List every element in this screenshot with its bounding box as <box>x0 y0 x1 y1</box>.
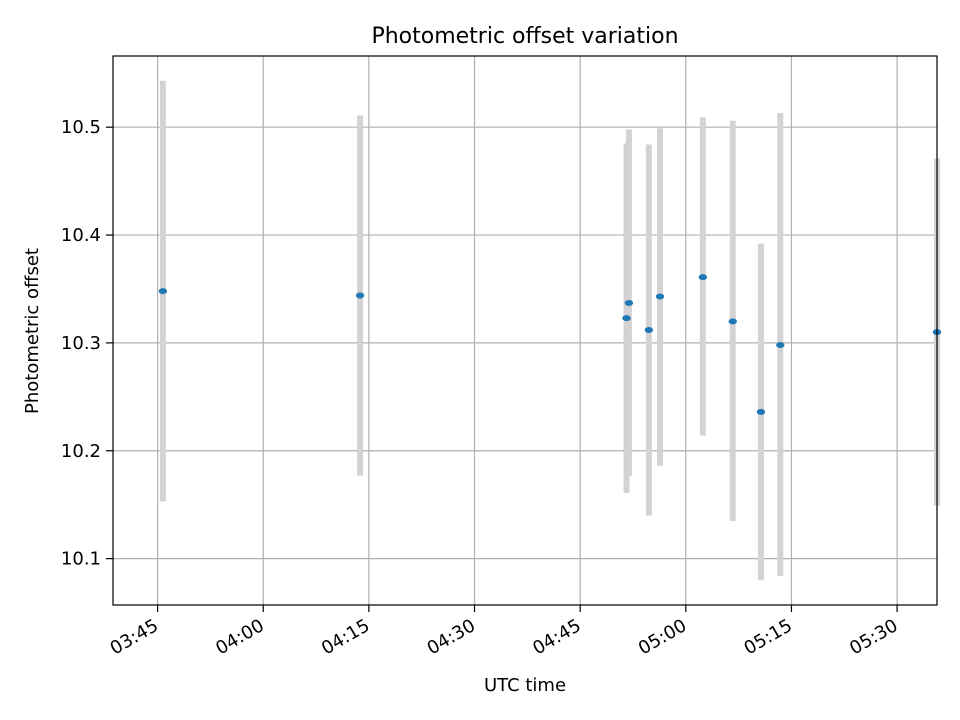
x-tick-label: 05:15 <box>741 615 796 659</box>
data-point <box>655 293 665 300</box>
y-tick-label: 10.1 <box>61 549 101 570</box>
data-point <box>355 292 365 299</box>
data-point <box>756 408 766 415</box>
y-axis-ticks: 10.1 10.2 10.3 10.4 10.5 <box>61 117 113 570</box>
y-tick-label: 10.4 <box>61 225 101 246</box>
x-axis-label: UTC time <box>484 675 566 696</box>
data-point <box>728 318 737 325</box>
x-tick-label: 04:15 <box>318 615 373 659</box>
data-points <box>158 274 942 415</box>
data-point <box>698 274 708 281</box>
y-tick-label: 10.2 <box>61 441 101 462</box>
data-point <box>776 342 785 349</box>
x-tick-label: 04:00 <box>212 615 267 659</box>
y-tick-label: 10.5 <box>61 117 101 138</box>
y-axis-label: Photometric offset <box>22 248 43 414</box>
x-axis-ticks: 03:45 04:00 04:15 04:30 04:45 05:00 05:15 05:30 <box>107 605 902 659</box>
data-point <box>644 326 654 333</box>
data-point <box>622 315 631 322</box>
grid <box>113 56 937 605</box>
y-tick-label: 10.3 <box>61 333 101 354</box>
chart-title: Photometric offset variation <box>371 24 678 49</box>
data-point <box>624 299 634 306</box>
data-point <box>158 288 168 295</box>
x-tick-label: 05:00 <box>635 615 690 659</box>
x-tick-label: 04:45 <box>529 615 584 659</box>
x-tick-label: 05:30 <box>846 615 901 659</box>
plot-frame <box>112 55 938 606</box>
x-tick-label: 03:45 <box>107 615 162 659</box>
x-tick-label: 04:30 <box>424 615 479 659</box>
error-bars <box>159 80 940 581</box>
